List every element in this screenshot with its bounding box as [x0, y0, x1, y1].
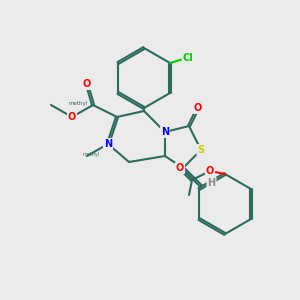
Text: H: H	[207, 178, 216, 188]
Text: O: O	[83, 79, 91, 89]
Text: O: O	[194, 103, 202, 113]
Text: N: N	[104, 139, 112, 149]
Text: O: O	[206, 166, 214, 176]
Text: O: O	[68, 112, 76, 122]
Text: O: O	[176, 163, 184, 173]
Text: S: S	[197, 145, 205, 155]
Text: methyl: methyl	[82, 152, 100, 157]
Text: methyl: methyl	[68, 101, 88, 106]
Text: N: N	[161, 127, 169, 137]
Text: Cl: Cl	[183, 53, 194, 64]
